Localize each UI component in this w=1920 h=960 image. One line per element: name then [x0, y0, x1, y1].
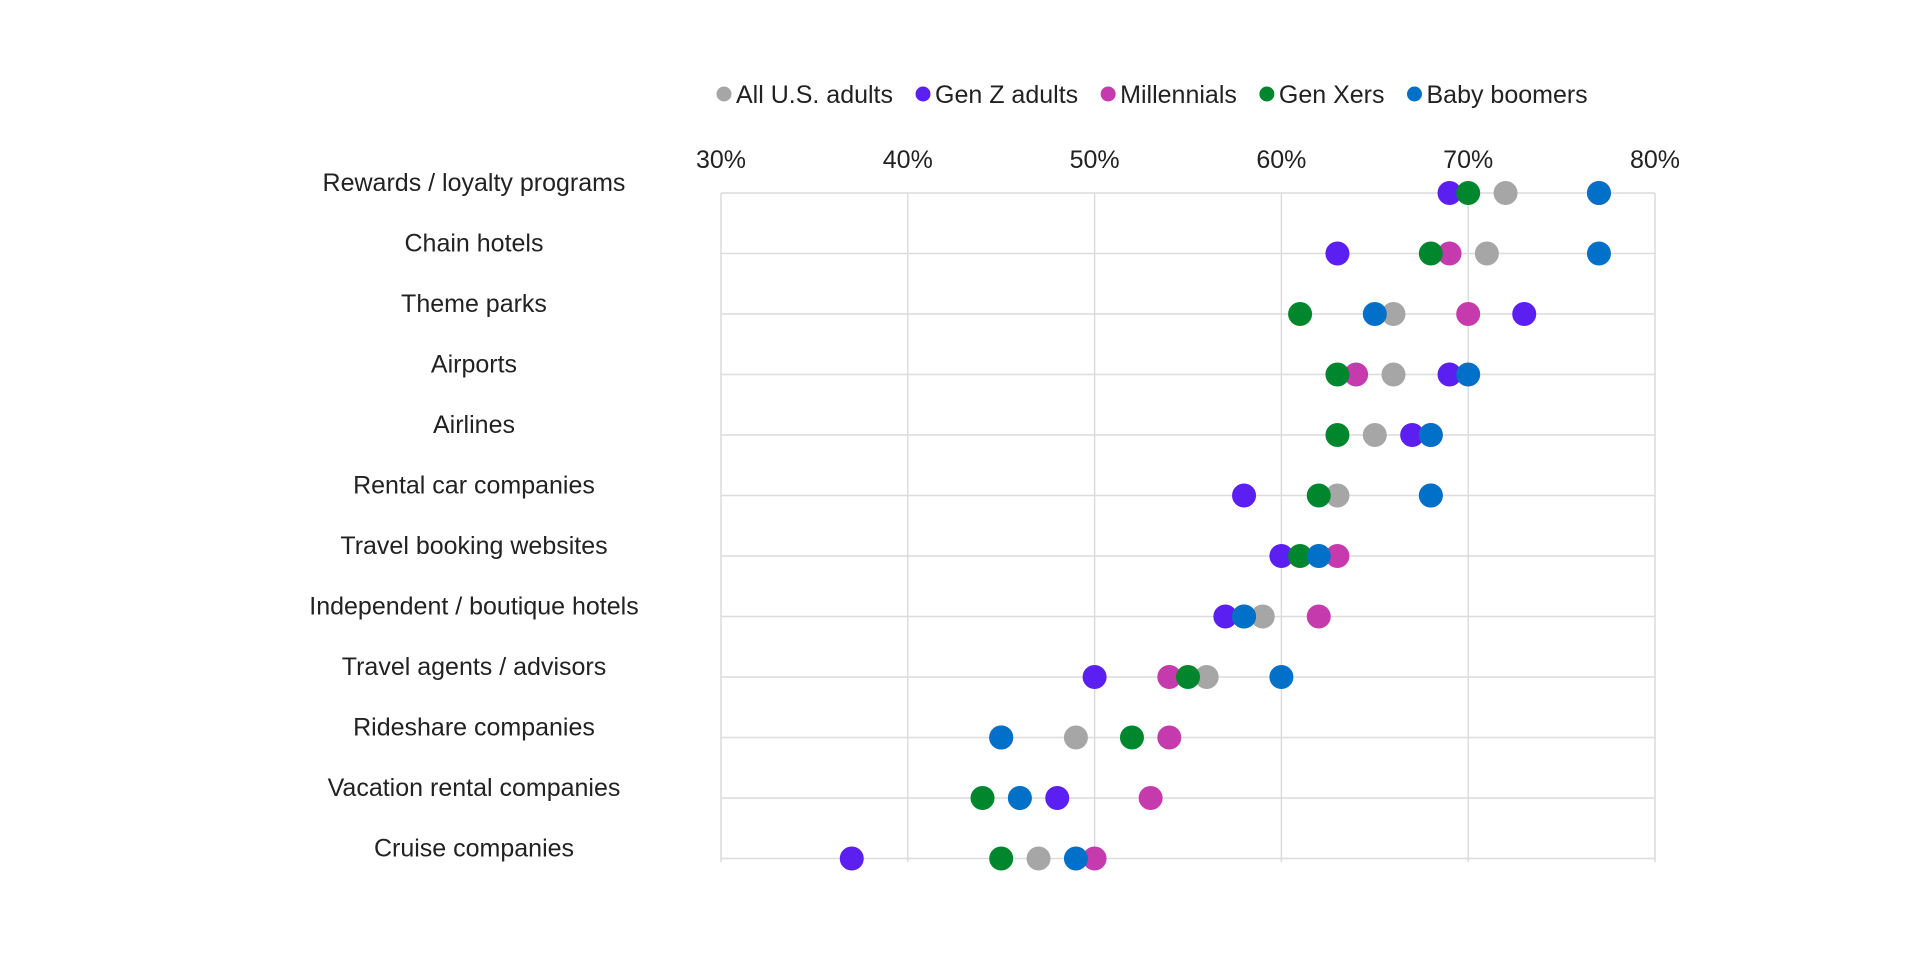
- category-labels: Rewards / loyalty programs Chain hotels Th…: [309, 169, 638, 863]
- point-gen-z-adults-rewards-loyalty-programs: [1437, 181, 1462, 205]
- point-gen-xers-airports: [1325, 362, 1350, 387]
- point-baby-boomers-independent-boutique-hotels: [1232, 604, 1257, 629]
- point-baby-boomers-travel-booking-websites: [1306, 544, 1331, 568]
- point-all-u-s-adults-airports: [1381, 362, 1406, 387]
- point-baby-boomers-rewards-loyalty-programs: [1586, 181, 1611, 205]
- category-label: Chain hotels: [405, 230, 544, 258]
- point-gen-z-adults-travel-booking-websites: [1269, 544, 1294, 568]
- legend-marker-gen-xers: [1259, 86, 1275, 102]
- point-gen-z-adults-vacation-rental-companies: [1045, 786, 1070, 810]
- point-millennials-airports: [1344, 362, 1369, 387]
- point-gen-z-adults-airports: [1437, 362, 1462, 387]
- point-gen-z-adults-rental-car-companies: [1232, 483, 1257, 508]
- point-gen-xers-rideshare-companies: [1119, 725, 1144, 750]
- point-millennials-cruise-companies: [1082, 846, 1107, 871]
- point-baby-boomers-theme-parks: [1362, 302, 1387, 326]
- category-label: Travel booking websites: [340, 532, 607, 560]
- point-millennials-travel-booking-websites: [1325, 544, 1350, 568]
- point-gen-z-adults-chain-hotels: [1325, 241, 1350, 266]
- point-millennials-vacation-rental-companies: [1138, 786, 1163, 810]
- point-all-u-s-adults-travel-agents-advisors: [1194, 665, 1219, 689]
- point-gen-xers-rental-car-companies: [1306, 483, 1331, 508]
- legend-marker-gen-z-adults: [915, 86, 931, 102]
- point-all-u-s-adults-airlines: [1362, 423, 1387, 447]
- point-gen-xers-vacation-rental-companies: [970, 786, 995, 810]
- data-points: [839, 181, 1611, 871]
- point-gen-xers-airlines: [1325, 423, 1350, 447]
- category-label: Airports: [431, 351, 517, 379]
- point-all-u-s-adults-independent-boutique-hotels: [1250, 604, 1275, 629]
- category-label: Rideshare companies: [353, 714, 595, 742]
- gridlines: [720, 192, 1656, 862]
- x-tick-label: 80%: [1630, 146, 1680, 174]
- x-tick-label: 30%: [696, 146, 746, 174]
- x-tick-label: 60%: [1256, 146, 1306, 174]
- point-all-u-s-adults-rideshare-companies: [1063, 725, 1088, 750]
- point-all-u-s-adults-rental-car-companies: [1325, 483, 1350, 508]
- legend-marker-baby-boomers: [1406, 86, 1422, 102]
- point-millennials-theme-parks: [1456, 302, 1481, 326]
- legend-label-gen-xers: Gen Xers: [1279, 81, 1385, 109]
- x-tick-label: 70%: [1443, 146, 1493, 174]
- point-gen-xers-theme-parks: [1288, 302, 1313, 326]
- category-label: Rental car companies: [353, 472, 595, 500]
- point-gen-z-adults-independent-boutique-hotels: [1213, 604, 1238, 629]
- point-all-u-s-adults-cruise-companies: [1026, 846, 1051, 871]
- point-baby-boomers-vacation-rental-companies: [1007, 786, 1032, 810]
- point-millennials-travel-agents-advisors: [1157, 665, 1182, 689]
- point-gen-z-adults-theme-parks: [1512, 302, 1537, 326]
- point-gen-z-adults-cruise-companies: [839, 846, 864, 871]
- x-tick-label: 50%: [1070, 146, 1120, 174]
- point-baby-boomers-airports: [1456, 362, 1481, 387]
- point-gen-xers-chain-hotels: [1418, 241, 1443, 266]
- category-label: Travel agents / advisors: [342, 653, 606, 681]
- x-tick-label: 40%: [883, 146, 933, 174]
- point-millennials-independent-boutique-hotels: [1306, 604, 1331, 629]
- category-label: Airlines: [433, 411, 515, 439]
- point-gen-xers-cruise-companies: [989, 846, 1014, 871]
- category-label: Cruise companies: [374, 835, 574, 863]
- legend-label-baby-boomers: Baby boomers: [1426, 81, 1587, 109]
- point-baby-boomers-rideshare-companies: [989, 725, 1014, 750]
- legend-label-gen-z-adults: Gen Z adults: [935, 81, 1078, 109]
- point-baby-boomers-chain-hotels: [1586, 241, 1611, 266]
- category-label: Rewards / loyalty programs: [323, 169, 626, 197]
- point-gen-xers-rewards-loyalty-programs: [1456, 181, 1481, 205]
- point-millennials-rideshare-companies: [1157, 725, 1182, 750]
- category-label: Independent / boutique hotels: [309, 593, 638, 621]
- x-axis-ticks: 30% 40% 50% 60% 70% 80%: [696, 146, 1680, 174]
- legend-marker-all-u-s-adults: [716, 86, 732, 102]
- point-gen-xers-travel-agents-advisors: [1176, 665, 1200, 689]
- point-all-u-s-adults-theme-parks: [1381, 302, 1406, 326]
- point-gen-z-adults-travel-agents-advisors: [1082, 665, 1107, 689]
- category-label: Vacation rental companies: [328, 774, 621, 802]
- point-baby-boomers-cruise-companies: [1063, 846, 1088, 871]
- point-all-u-s-adults-rewards-loyalty-programs: [1493, 181, 1518, 205]
- legend-marker-millennials: [1100, 86, 1116, 102]
- point-baby-boomers-airlines: [1418, 423, 1443, 447]
- category-label: Theme parks: [401, 290, 547, 318]
- legend: All U.S. adults Gen Z adults Millennials Ge…: [716, 81, 1588, 109]
- point-all-u-s-adults-chain-hotels: [1474, 241, 1499, 266]
- point-gen-xers-travel-booking-websites: [1288, 544, 1313, 568]
- point-millennials-chain-hotels: [1437, 241, 1462, 266]
- point-baby-boomers-travel-agents-advisors: [1269, 665, 1294, 689]
- point-baby-boomers-rental-car-companies: [1418, 483, 1443, 508]
- legend-label-all-u-s-adults: All U.S. adults: [736, 81, 893, 109]
- legend-label-millennials: Millennials: [1120, 81, 1237, 109]
- point-gen-z-adults-airlines: [1400, 423, 1425, 447]
